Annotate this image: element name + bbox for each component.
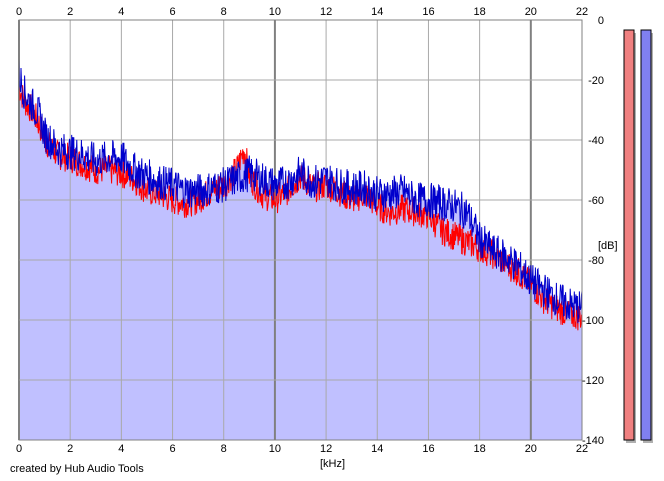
x-tick-label-top: 0: [16, 6, 22, 18]
y-axis-label: [dB]: [598, 240, 618, 252]
x-tick-label-bottom: 12: [320, 443, 332, 455]
spectrum-fill: [19, 59, 582, 440]
x-tick-label-bottom: 18: [474, 443, 486, 455]
x-tick-label-top: 8: [221, 6, 227, 18]
y-tick-label: -20: [588, 75, 604, 87]
x-tick-label-bottom: 22: [576, 443, 588, 455]
x-axis-label: [kHz]: [320, 458, 346, 470]
y-tick-label: -140: [582, 435, 604, 447]
y-ticks-right: 0 -20 -40 -60 -80 -100 -120 -140: [582, 15, 604, 447]
x-tick-label-top: 12: [320, 6, 332, 18]
spectrum-area: [19, 59, 582, 440]
y-tick-label: -60: [588, 195, 604, 207]
y-tick-label: -100: [582, 315, 604, 327]
x-tick-label-top: 20: [525, 6, 537, 18]
x-tick-label-top: 18: [474, 6, 486, 18]
x-tick-label-bottom: 14: [371, 443, 383, 455]
x-tick-label-top: 2: [67, 6, 73, 18]
x-tick-label-bottom: 8: [221, 443, 227, 455]
series-lines: [18, 58, 583, 331]
x-tick-label-bottom: 0: [16, 443, 22, 455]
x-tick-label-bottom: 16: [422, 443, 434, 455]
x-tick-label-bottom: 4: [118, 443, 124, 455]
series-line-blue: [18, 58, 583, 324]
x-tick-label-bottom: 6: [169, 443, 175, 455]
y-tick-label: -40: [588, 135, 604, 147]
x-tick-label-top: 6: [169, 6, 175, 18]
credit-text: created by Hub Audio Tools: [10, 463, 144, 475]
y-tick-label: -80: [588, 255, 604, 267]
meter-bar-right: [640, 29, 652, 441]
x-tick-label-top: 4: [118, 6, 124, 18]
meter-bar-left: [623, 29, 635, 441]
y-tick-label: 0: [598, 15, 604, 27]
x-tick-label-bottom: 2: [67, 443, 73, 455]
x-tick-label-top: 10: [269, 6, 281, 18]
x-tick-label-top: 14: [371, 6, 383, 18]
x-tick-label-bottom: 20: [525, 443, 537, 455]
x-ticks-bottom: 0 2 4 6 8 10 12 14 16 18 20 22: [16, 443, 588, 455]
level-meters: [623, 29, 653, 443]
plot-frame: [18, 19, 583, 441]
y-tick-label: -120: [582, 375, 604, 387]
x-tick-label-bottom: 10: [269, 443, 281, 455]
x-ticks-top: 0 2 4 6 8 10 12 14 16 18 20 22: [16, 6, 588, 18]
x-tick-label-top: 16: [422, 6, 434, 18]
x-tick-label-top: 22: [576, 6, 588, 18]
